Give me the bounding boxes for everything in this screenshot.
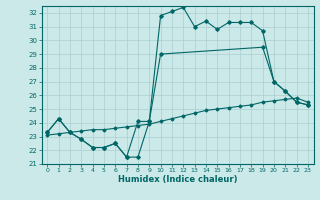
X-axis label: Humidex (Indice chaleur): Humidex (Indice chaleur) [118, 175, 237, 184]
